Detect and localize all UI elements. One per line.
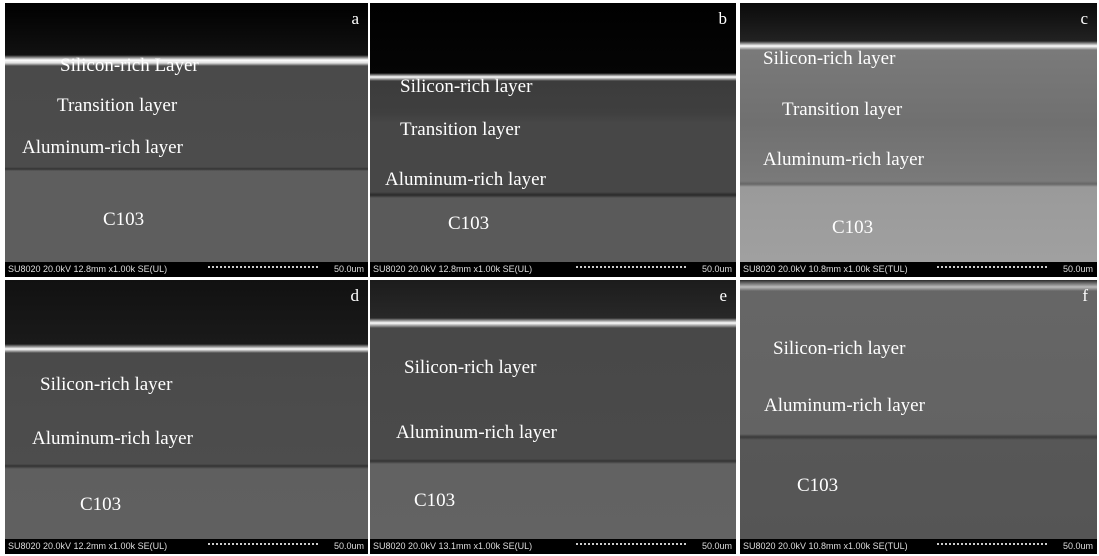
info-bar: SU8020 20.0kV 12.2mm x1.00k SE(UL) 50.0um (5, 539, 368, 554)
info-bar: SU8020 20.0kV 12.8mm x1.00k SE(UL) 50.0um (370, 262, 736, 277)
instrument-info: SU8020 20.0kV 12.2mm x1.00k SE(UL) (8, 539, 167, 554)
layer-label: Silicon-rich layer (763, 48, 895, 70)
sem-image (740, 3, 1097, 262)
layer-label: C103 (832, 217, 873, 239)
layer-label: C103 (414, 490, 455, 512)
panel-letter: a (351, 9, 359, 29)
panel-letter: e (719, 286, 727, 306)
layer-label: Aluminum-rich layer (22, 137, 183, 159)
layer-label: Aluminum-rich layer (396, 422, 557, 444)
panel-letter: d (351, 286, 360, 306)
info-bar: SU8020 20.0kV 10.8mm x1.00k SE(TUL) 50.0u… (740, 539, 1097, 554)
scale-bar (937, 543, 1047, 548)
sem-panel: Silicon-rich layer Aluminum-rich layer C10… (740, 280, 1097, 554)
layer-label: Aluminum-rich layer (764, 395, 925, 417)
scale-label: 50.0um (334, 262, 364, 277)
sem-panel: Silicon-rich layer Transition layer Alumin… (370, 3, 736, 277)
info-bar: SU8020 20.0kV 10.8mm x1.00k SE(TUL) 50.0u… (740, 262, 1097, 277)
scale-bar (576, 543, 686, 548)
layer-label: C103 (80, 494, 121, 516)
sem-panel: Silicon-rich layer Transition layer Alumin… (740, 3, 1097, 277)
scale-bar (576, 266, 686, 271)
layer-label: Transition layer (400, 119, 520, 141)
panel-letter: b (719, 9, 728, 29)
layer-label: C103 (797, 475, 838, 497)
panel-letter: f (1082, 286, 1088, 306)
instrument-info: SU8020 20.0kV 12.8mm x1.00k SE(UL) (373, 262, 532, 277)
sem-panel: Silicon-rich Layer Transition layer Alumin… (5, 3, 368, 277)
layer-label: Silicon-rich layer (773, 338, 905, 360)
layer-label: Silicon-rich Layer (60, 55, 199, 77)
scale-label: 50.0um (702, 539, 732, 554)
layer-label: Aluminum-rich layer (385, 169, 546, 191)
instrument-info: SU8020 20.0kV 13.1mm x1.00k SE(UL) (373, 539, 532, 554)
instrument-info: SU8020 20.0kV 12.8mm x1.00k SE(UL) (8, 262, 167, 277)
sem-image (5, 280, 368, 539)
scale-bar (937, 266, 1047, 271)
info-bar: SU8020 20.0kV 13.1mm x1.00k SE(UL) 50.0um (370, 539, 736, 554)
layer-label: Transition layer (782, 99, 902, 121)
figure: Silicon-rich Layer Transition layer Alumin… (0, 0, 1099, 556)
layer-label: Transition layer (57, 95, 177, 117)
scale-label: 50.0um (1063, 539, 1093, 554)
scale-bar (208, 266, 318, 271)
sem-panel: Silicon-rich layer Aluminum-rich layer C10… (5, 280, 368, 554)
layer-label: C103 (103, 209, 144, 231)
layer-label: Aluminum-rich layer (32, 428, 193, 450)
scale-label: 50.0um (702, 262, 732, 277)
layer-label: C103 (448, 213, 489, 235)
instrument-info: SU8020 20.0kV 10.8mm x1.00k SE(TUL) (743, 262, 908, 277)
sem-image (5, 3, 368, 262)
panel-letter: c (1080, 9, 1088, 29)
layer-label: Aluminum-rich layer (763, 149, 924, 171)
sem-panel: Silicon-rich layer Aluminum-rich layer C10… (370, 280, 736, 554)
layer-label: Silicon-rich layer (40, 374, 172, 396)
layer-label: Silicon-rich layer (404, 357, 536, 379)
scale-bar (208, 543, 318, 548)
scale-label: 50.0um (1063, 262, 1093, 277)
scale-label: 50.0um (334, 539, 364, 554)
instrument-info: SU8020 20.0kV 10.8mm x1.00k SE(TUL) (743, 539, 908, 554)
layer-label: Silicon-rich layer (400, 76, 532, 98)
info-bar: SU8020 20.0kV 12.8mm x1.00k SE(UL) 50.0um (5, 262, 368, 277)
